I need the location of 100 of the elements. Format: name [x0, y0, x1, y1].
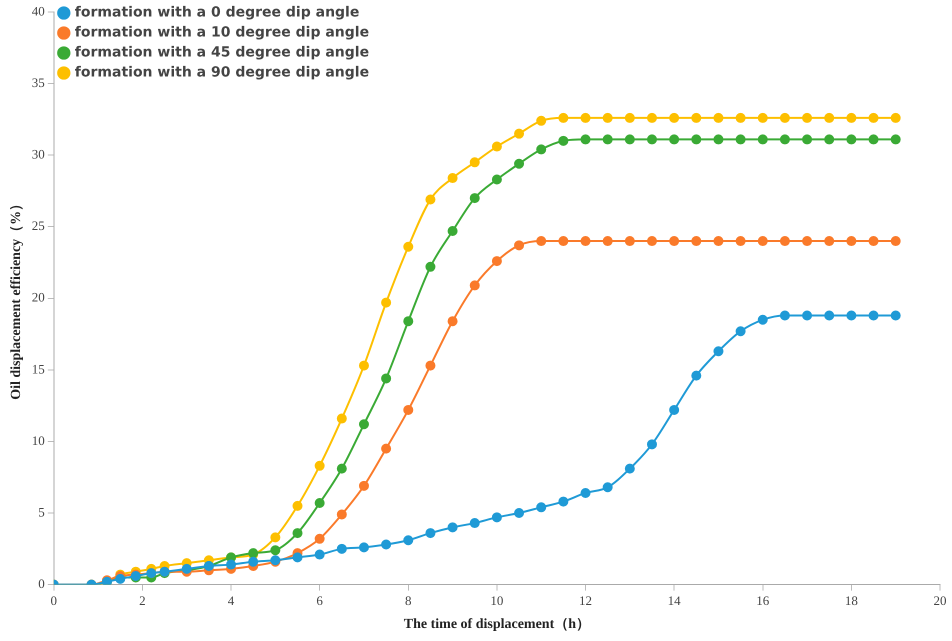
- point: [736, 112, 746, 123]
- point: [758, 112, 768, 123]
- point: [846, 112, 856, 123]
- point: [425, 194, 436, 205]
- point: [890, 112, 901, 123]
- point: [336, 544, 347, 554]
- point: [780, 134, 790, 144]
- point: [691, 236, 702, 246]
- legend-label: formation with a 10 degree dip angle: [74, 24, 370, 41]
- point: [868, 310, 879, 320]
- point: [802, 134, 812, 144]
- point: [602, 134, 613, 144]
- point: [580, 236, 591, 246]
- y-tick-label: 35: [32, 74, 45, 90]
- point: [492, 512, 502, 522]
- point: [890, 310, 901, 320]
- point: [558, 236, 568, 246]
- x-tick-label: 8: [405, 592, 412, 608]
- point: [381, 298, 392, 308]
- point: [470, 518, 480, 528]
- x-tick-label: 18: [844, 592, 858, 608]
- point: [669, 112, 680, 123]
- y-tick-label: 10: [32, 432, 45, 448]
- point: [824, 236, 834, 246]
- point: [802, 112, 812, 123]
- point: [403, 404, 414, 415]
- point: [536, 116, 546, 126]
- point: [802, 236, 812, 246]
- point: [824, 310, 834, 320]
- point: [602, 236, 613, 246]
- point: [580, 134, 591, 144]
- point: [646, 236, 657, 246]
- point: [292, 528, 303, 538]
- x-tick-label: 2: [139, 592, 146, 608]
- point: [336, 414, 347, 424]
- point: [846, 134, 856, 144]
- point: [448, 522, 458, 532]
- y-tick-label: 15: [32, 361, 45, 376]
- point: [425, 528, 436, 538]
- point: [846, 310, 856, 320]
- point: [624, 134, 635, 144]
- point: [514, 240, 524, 250]
- point: [448, 226, 458, 236]
- point: [470, 157, 480, 168]
- point: [292, 500, 303, 511]
- point: [580, 112, 591, 123]
- point: [358, 480, 369, 491]
- point: [270, 545, 280, 556]
- x-tick-label: 10: [490, 592, 504, 608]
- point: [602, 482, 613, 492]
- x-tick-label: 16: [756, 592, 770, 608]
- point: [691, 134, 702, 144]
- point: [558, 136, 568, 146]
- point: [580, 488, 591, 498]
- y-tick-label: 0: [38, 576, 45, 592]
- point: [713, 236, 724, 246]
- point: [624, 464, 635, 474]
- x-tick-label: 14: [668, 592, 682, 608]
- point: [824, 112, 834, 123]
- point: [691, 370, 702, 381]
- point: [336, 464, 347, 474]
- point: [758, 236, 768, 246]
- point: [492, 174, 502, 184]
- point: [558, 112, 568, 123]
- point: [314, 550, 325, 560]
- x-tick-label: 4: [228, 592, 235, 608]
- x-axis-title: The time of displacement（h）: [404, 617, 590, 632]
- y-tick-label: 30: [32, 146, 45, 162]
- point: [492, 142, 502, 152]
- x-tick-label: 12: [579, 592, 592, 608]
- y-tick-label: 20: [32, 290, 45, 305]
- point: [713, 112, 724, 123]
- point: [403, 535, 414, 546]
- point: [425, 262, 436, 272]
- point: [448, 173, 458, 184]
- point: [736, 134, 746, 144]
- point: [226, 560, 236, 570]
- point: [890, 236, 901, 246]
- point: [669, 404, 680, 415]
- point: [624, 112, 635, 123]
- legend-label: formation with a 45 degree dip angle: [74, 44, 370, 61]
- y-tick-label: 40: [32, 3, 45, 18]
- point: [669, 134, 680, 144]
- point: [492, 256, 502, 266]
- point: [602, 112, 613, 123]
- point: [381, 444, 392, 454]
- point: [646, 134, 657, 144]
- point: [868, 134, 879, 144]
- point: [514, 508, 524, 518]
- point: [448, 316, 458, 326]
- y-axis-title: Oil displacement efficiency（%）: [9, 196, 24, 400]
- point: [470, 193, 480, 204]
- point: [646, 439, 657, 450]
- point: [713, 346, 724, 356]
- point: [646, 112, 657, 123]
- point: [358, 542, 369, 552]
- point: [358, 419, 369, 430]
- x-tick-label: 0: [50, 592, 58, 608]
- point: [780, 236, 790, 246]
- point: [536, 502, 546, 512]
